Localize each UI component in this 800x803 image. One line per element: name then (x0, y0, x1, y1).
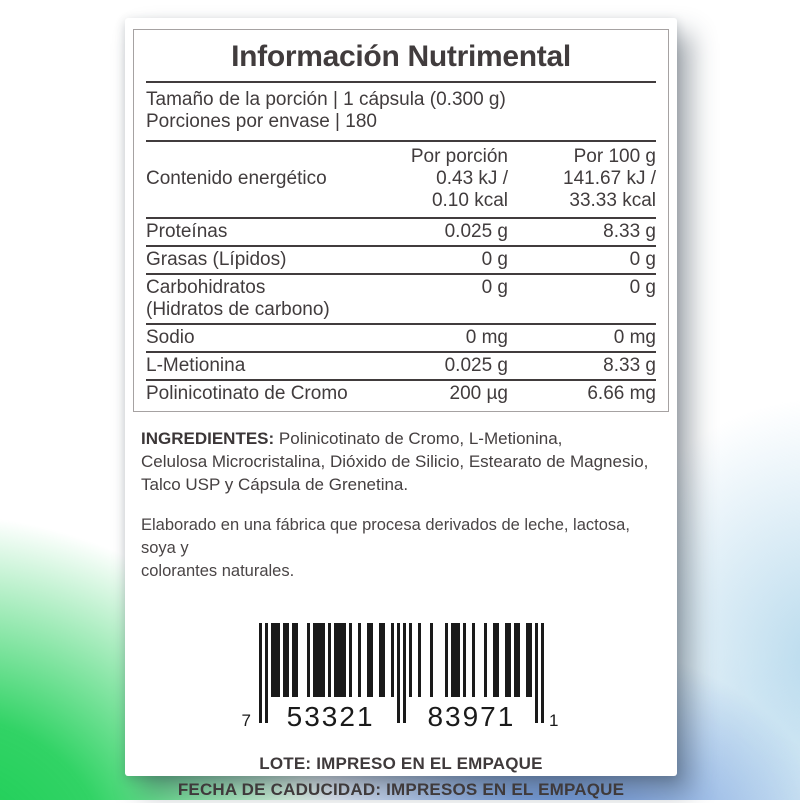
servings-per-container-line: Porciones por envase | 180 (146, 111, 377, 132)
nutrient-name: Proteínas (146, 221, 228, 242)
per-serving-value: 0 g (481, 249, 508, 270)
barcode-group2-digits: 83971 (423, 701, 520, 733)
nutrition-facts-panel: Información Nutrimental Tamaño de la por… (133, 29, 669, 412)
nutrient-name: Grasas (Lípidos) (146, 249, 287, 270)
lot-line: LOTE: IMPRESO EN EL EMPAQUE (259, 754, 543, 773)
barcode-right-digit: 1 (549, 711, 559, 730)
table-row-fats: Grasas (Lípidos) 0 g 0 g (146, 247, 656, 275)
lot-info: LOTE: IMPRESO EN EL EMPAQUE FECHA DE CAD… (125, 751, 677, 803)
serving-info: Tamaño de la porción | 1 cápsula (0.300 … (146, 83, 656, 142)
ingredients-paragraph: INGREDIENTES: Polinicotinato de Cromo, L… (141, 427, 661, 496)
barcode-bars (258, 623, 544, 723)
expiry-line: FECHA DE CADUCIDAD: IMPRESOS EN EL EMPAQ… (177, 780, 625, 799)
nutrition-label-card: Información Nutrimental Tamaño de la por… (125, 18, 677, 799)
table-row-proteins: Proteínas 0.025 g 8.33 g (146, 219, 656, 247)
allergen-notice: Elaborado en una fábrica que procesa der… (141, 516, 630, 580)
barcode: 7 53321 83971 1 (242, 623, 559, 733)
table-row-chromium-polynicotinate: Polinicotinato de Cromo 200 µg 6.66 mg (146, 381, 656, 407)
per-serving-value: 0.43 kJ / 0.10 kcal (431, 168, 508, 211)
table-row-l-methionine: L-Metionina 0.025 g 8.33 g (146, 353, 656, 381)
per-100g-value: 8.33 g (603, 221, 656, 242)
barcode-left-digit: 7 (241, 711, 251, 730)
per-serving-value: 0.025 g (444, 355, 508, 376)
per-100g-value: 6.66 mg (587, 383, 656, 404)
per-100g-value: 0 g (629, 249, 656, 270)
table-row-energy: Contenido energético 0.43 kJ / 0.10 kcal… (146, 168, 656, 219)
serving-size-line: Tamaño de la porción | 1 cápsula (0.300 … (146, 89, 506, 110)
per-100g-value: 0 mg (613, 327, 656, 348)
col-header-per-100g: Por 100 g (573, 146, 656, 167)
col-header-per-serving: Por porción (410, 146, 508, 167)
per-serving-value: 0.025 g (444, 221, 508, 242)
nutrient-name: Carbohidratos (Hidratos de carbono) (146, 277, 330, 320)
nutrient-name: Sodio (146, 327, 195, 348)
table-header-row: Por porción Por 100 g (146, 142, 656, 168)
nutrient-name: L-Metionina (146, 355, 246, 376)
table-row-sodium: Sodio 0 mg 0 mg (146, 325, 656, 353)
barcode-group1-digits: 53321 (282, 701, 379, 733)
ingredients-line3: Talco USP y Cápsula de Grenetina. (141, 475, 409, 494)
per-serving-value: 200 µg (449, 383, 509, 404)
panel-title: Información Nutrimental (146, 30, 656, 83)
nutrient-name: Contenido energético (146, 168, 327, 189)
per-100g-value: 8.33 g (603, 355, 656, 376)
per-100g-value: 0 g (629, 277, 656, 298)
ingredients-heading: INGREDIENTES: (141, 429, 275, 448)
per-serving-value: 0 g (481, 277, 508, 298)
per-100g-value: 141.67 kJ / 33.33 kcal (563, 168, 656, 211)
table-row-carbohydrates: Carbohidratos (Hidratos de carbono) 0 g … (146, 275, 656, 325)
ingredients-line1: Polinicotinato de Cromo, L-Metionina, (278, 429, 563, 448)
per-serving-value: 0 mg (465, 327, 508, 348)
ingredients-line2: Celulosa Microcristalina, Dióxido de Sil… (141, 452, 649, 471)
nutrient-name: Polinicotinato de Cromo (146, 383, 348, 404)
